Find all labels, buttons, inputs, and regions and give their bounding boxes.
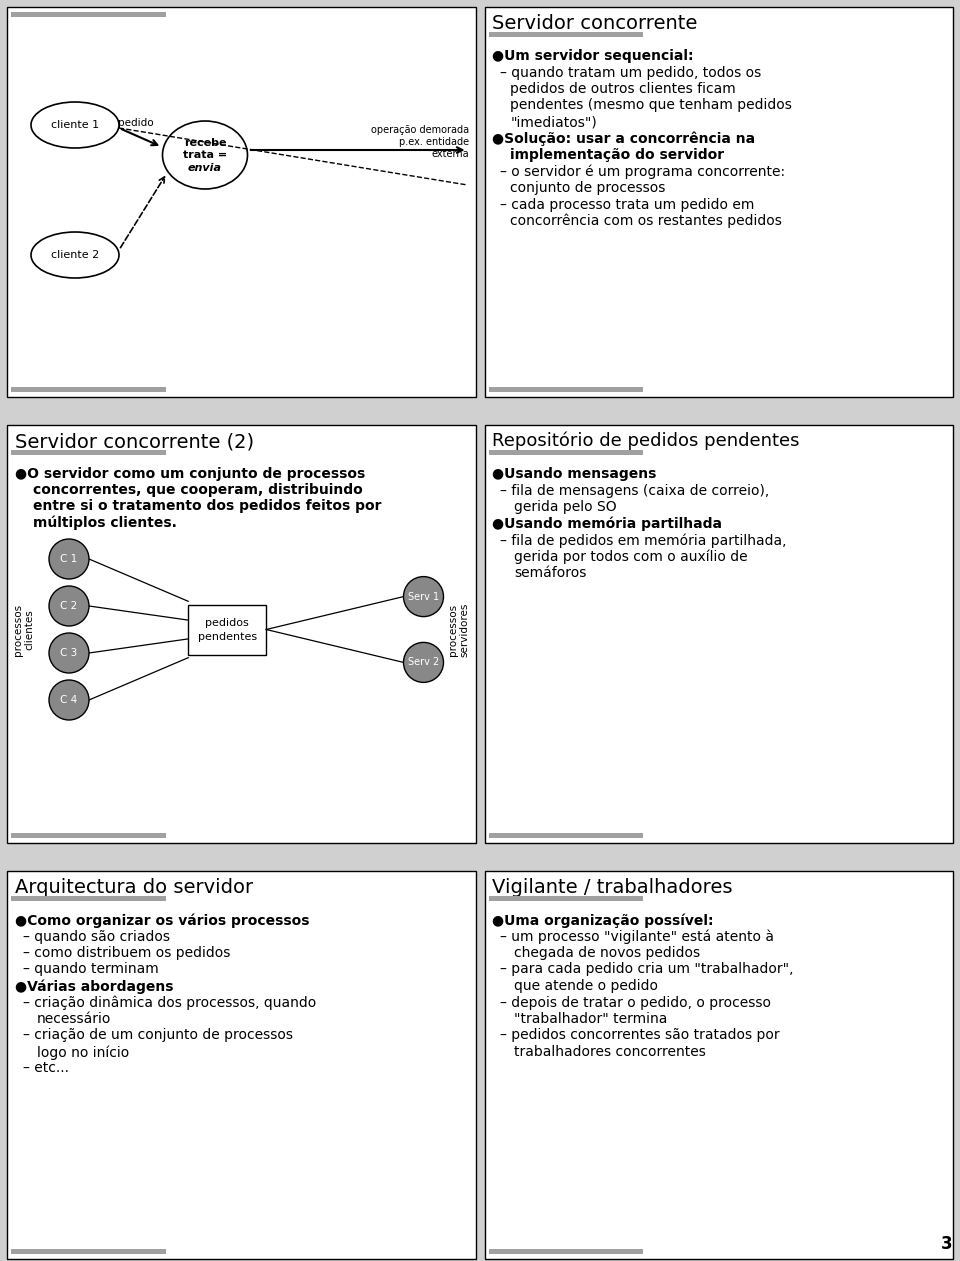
Circle shape: [49, 586, 89, 625]
Bar: [489, 32, 643, 37]
Text: C 4: C 4: [60, 695, 78, 705]
Text: ●Um servidor sequencial:: ●Um servidor sequencial:: [492, 49, 694, 63]
Text: p.ex. entidade: p.ex. entidade: [399, 137, 469, 148]
Text: 3: 3: [942, 1235, 953, 1253]
Text: – como distribuem os pedidos: – como distribuem os pedidos: [23, 946, 230, 960]
Text: Servidor concorrente: Servidor concorrente: [492, 14, 698, 33]
Text: – o servidor é um programa concorrente:: – o servidor é um programa concorrente:: [500, 164, 785, 179]
Text: – criação dinâmica dos processos, quando: – criação dinâmica dos processos, quando: [23, 995, 316, 1010]
Text: gerida por todos com o auxílio de: gerida por todos com o auxílio de: [515, 550, 748, 564]
Text: C 2: C 2: [60, 601, 78, 612]
Text: Arquitectura do servidor: Arquitectura do servidor: [15, 878, 253, 897]
Bar: [489, 1248, 643, 1253]
Circle shape: [49, 680, 89, 720]
Text: ●Usando memória partilhada: ●Usando memória partilhada: [492, 517, 723, 531]
Text: – quando são criados: – quando são criados: [23, 929, 170, 943]
Text: conjunto de processos: conjunto de processos: [511, 182, 666, 195]
Bar: [489, 834, 643, 839]
Bar: [489, 450, 643, 455]
Text: recebe: recebe: [183, 137, 227, 148]
Text: processos
clientes: processos clientes: [13, 604, 35, 656]
Circle shape: [49, 633, 89, 673]
Text: Vigilante / trabalhadores: Vigilante / trabalhadores: [492, 878, 733, 897]
Text: ●Uma organização possível:: ●Uma organização possível:: [492, 913, 714, 928]
Bar: [11, 897, 166, 902]
Text: Repositório de pedidos pendentes: Repositório de pedidos pendentes: [492, 433, 800, 450]
Text: – um processo "vigilante" está atento à: – um processo "vigilante" está atento à: [500, 929, 775, 944]
Bar: [11, 834, 166, 839]
Bar: [7, 8, 475, 397]
Text: – etc...: – etc...: [23, 1062, 69, 1076]
Bar: [188, 604, 266, 654]
Text: C 3: C 3: [60, 648, 78, 658]
Bar: [11, 450, 166, 455]
Bar: [485, 871, 953, 1258]
Text: cliente 1: cliente 1: [51, 120, 99, 130]
Text: que atende o pedido: que atende o pedido: [515, 979, 659, 992]
Bar: [11, 1248, 166, 1253]
Text: – quando tratam um pedido, todos os: – quando tratam um pedido, todos os: [500, 66, 761, 79]
Text: – fila de pedidos em memória partilhada,: – fila de pedidos em memória partilhada,: [500, 533, 787, 547]
Bar: [489, 387, 643, 392]
Text: pedidos de outros clientes ficam: pedidos de outros clientes ficam: [511, 82, 736, 96]
Text: Servidor concorrente (2): Servidor concorrente (2): [15, 433, 254, 451]
Text: processos
servidores: processos servidores: [447, 603, 469, 657]
Text: ●Várias abordagens: ●Várias abordagens: [15, 979, 174, 994]
Text: ●Solução: usar a concorrência na: ●Solução: usar a concorrência na: [492, 131, 756, 146]
Bar: [11, 387, 166, 392]
Text: pendentes: pendentes: [198, 632, 256, 642]
Circle shape: [49, 538, 89, 579]
Text: envia: envia: [188, 163, 222, 173]
Text: trata =: trata =: [183, 150, 228, 160]
Text: trabalhadores concorrentes: trabalhadores concorrentes: [515, 1045, 707, 1059]
Text: – fila de mensagens (caixa de correio),: – fila de mensagens (caixa de correio),: [500, 483, 770, 498]
Text: ●Como organizar os vários processos: ●Como organizar os vários processos: [15, 913, 309, 928]
Text: externa: externa: [432, 149, 469, 159]
Bar: [11, 13, 166, 16]
Text: "imediatos"): "imediatos"): [511, 115, 597, 129]
Bar: [485, 8, 953, 397]
Bar: [489, 897, 643, 902]
Text: – depois de tratar o pedido, o processo: – depois de tratar o pedido, o processo: [500, 995, 772, 1010]
Text: concorrência com os restantes pedidos: concorrência com os restantes pedidos: [511, 214, 782, 228]
Text: – pedidos concorrentes são tratados por: – pedidos concorrentes são tratados por: [500, 1029, 780, 1043]
Text: – quando terminam: – quando terminam: [23, 962, 158, 976]
Bar: [7, 425, 475, 844]
Bar: [7, 871, 475, 1258]
Text: cliente 2: cliente 2: [51, 250, 99, 260]
Text: C 1: C 1: [60, 554, 78, 564]
Circle shape: [403, 642, 444, 682]
Bar: [485, 425, 953, 844]
Text: ●Usando mensagens: ●Usando mensagens: [492, 467, 657, 480]
Text: necessário: necessário: [37, 1013, 111, 1026]
Text: implementação do servidor: implementação do servidor: [511, 148, 725, 161]
Text: – cada processo trata um pedido em: – cada processo trata um pedido em: [500, 198, 755, 212]
Text: pedido: pedido: [118, 119, 154, 129]
Text: ●O servidor como um conjunto de processos: ●O servidor como um conjunto de processo…: [15, 467, 365, 480]
Circle shape: [403, 576, 444, 617]
Text: – para cada pedido cria um "trabalhador",: – para cada pedido cria um "trabalhador"…: [500, 962, 794, 976]
Text: Serv 1: Serv 1: [408, 591, 439, 601]
Text: gerida pelo SO: gerida pelo SO: [515, 501, 617, 514]
Text: logo no início: logo no início: [37, 1045, 130, 1059]
Text: entre si o tratamento dos pedidos feitos por: entre si o tratamento dos pedidos feitos…: [33, 499, 381, 513]
Text: Serv 2: Serv 2: [408, 657, 439, 667]
Text: operação demorada: operação demorada: [372, 125, 469, 135]
Text: concorrentes, que cooperam, distribuindo: concorrentes, que cooperam, distribuindo: [33, 483, 363, 497]
Text: semáforos: semáforos: [515, 566, 587, 580]
Text: pedidos: pedidos: [205, 618, 249, 628]
Text: pendentes (mesmo que tenham pedidos: pendentes (mesmo que tenham pedidos: [511, 98, 792, 112]
Text: – criação de um conjunto de processos: – criação de um conjunto de processos: [23, 1029, 293, 1043]
Text: chegada de novos pedidos: chegada de novos pedidos: [515, 946, 701, 960]
Text: "trabalhador" termina: "trabalhador" termina: [515, 1013, 668, 1026]
Text: múltiplos clientes.: múltiplos clientes.: [33, 514, 177, 530]
